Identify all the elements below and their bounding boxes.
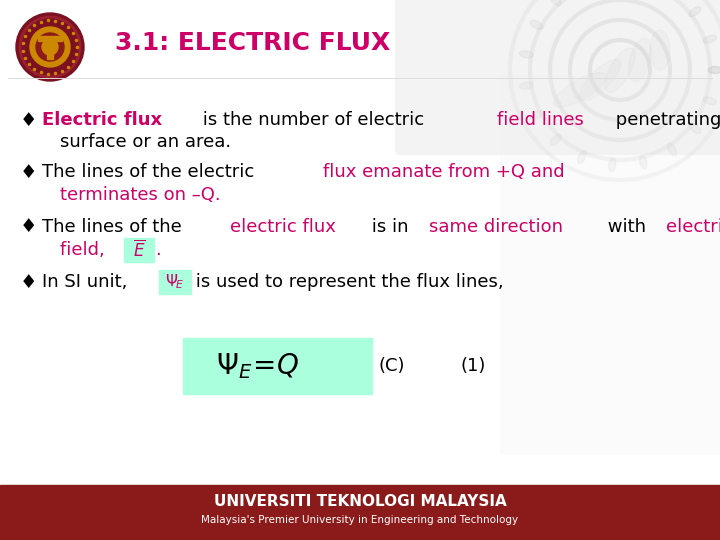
Text: is the number of electric: is the number of electric <box>197 111 430 129</box>
Text: The lines of the: The lines of the <box>42 218 187 236</box>
Text: $\overline{E}$: $\overline{E}$ <box>133 240 145 260</box>
Text: .: . <box>156 241 161 259</box>
Text: The lines of the electric: The lines of the electric <box>42 163 260 181</box>
Text: (C): (C) <box>378 357 405 375</box>
Ellipse shape <box>580 59 621 100</box>
Ellipse shape <box>703 97 716 105</box>
Text: same direction: same direction <box>428 218 562 236</box>
Circle shape <box>42 39 58 55</box>
Ellipse shape <box>519 82 534 89</box>
Text: (1): (1) <box>460 357 485 375</box>
FancyBboxPatch shape <box>500 75 720 455</box>
Ellipse shape <box>550 134 561 146</box>
Circle shape <box>36 33 64 61</box>
Circle shape <box>30 27 70 67</box>
Text: ♦: ♦ <box>20 218 37 237</box>
Text: electric: electric <box>666 218 720 236</box>
Ellipse shape <box>554 73 606 107</box>
Bar <box>38 36 62 41</box>
Ellipse shape <box>708 66 720 73</box>
Text: 3.1: ELECTRIC FLUX: 3.1: ELECTRIC FLUX <box>115 31 390 55</box>
Text: Malaysia's Premier University in Engineering and Technology: Malaysia's Premier University in Enginee… <box>202 515 518 525</box>
Text: flux emanate from +Q and: flux emanate from +Q and <box>323 163 565 181</box>
Ellipse shape <box>530 111 543 120</box>
Ellipse shape <box>519 51 534 58</box>
Ellipse shape <box>667 143 677 156</box>
Ellipse shape <box>708 66 720 73</box>
Ellipse shape <box>650 30 670 70</box>
FancyBboxPatch shape <box>158 270 191 294</box>
Text: In SI unit,: In SI unit, <box>42 273 133 291</box>
Text: $\Psi_E\!=\!Q$: $\Psi_E\!=\!Q$ <box>216 351 299 381</box>
Text: $\Psi_{\!E}$: $\Psi_{\!E}$ <box>165 273 184 292</box>
FancyBboxPatch shape <box>124 238 154 262</box>
FancyBboxPatch shape <box>395 0 720 155</box>
Ellipse shape <box>703 35 716 43</box>
Ellipse shape <box>689 123 701 133</box>
Text: penetrating a: penetrating a <box>610 111 720 129</box>
FancyBboxPatch shape <box>183 338 372 394</box>
Text: is in: is in <box>366 218 415 236</box>
Text: surface or an area.: surface or an area. <box>60 133 231 151</box>
Bar <box>0 485 720 540</box>
Text: UNIVERSITI TEKNOLOGI MALAYSIA: UNIVERSITI TEKNOLOGI MALAYSIA <box>214 495 506 510</box>
Text: terminates on –Q.: terminates on –Q. <box>60 186 220 204</box>
Text: ♦: ♦ <box>20 273 37 292</box>
Ellipse shape <box>689 6 701 17</box>
Ellipse shape <box>629 38 652 82</box>
Ellipse shape <box>605 48 635 92</box>
Circle shape <box>16 13 84 81</box>
Ellipse shape <box>608 158 616 172</box>
Text: field,: field, <box>60 241 110 259</box>
Text: with: with <box>601 218 652 236</box>
Text: electric flux: electric flux <box>230 218 336 236</box>
Ellipse shape <box>639 156 647 169</box>
Text: is used to represent the flux lines,: is used to represent the flux lines, <box>189 273 503 291</box>
Text: ♦: ♦ <box>20 111 37 130</box>
Ellipse shape <box>577 151 586 164</box>
Text: Electric flux: Electric flux <box>42 111 162 129</box>
Text: ♦: ♦ <box>20 163 37 181</box>
Bar <box>47 41 53 59</box>
Ellipse shape <box>530 20 543 29</box>
Ellipse shape <box>550 0 561 6</box>
Text: field lines: field lines <box>498 111 585 129</box>
